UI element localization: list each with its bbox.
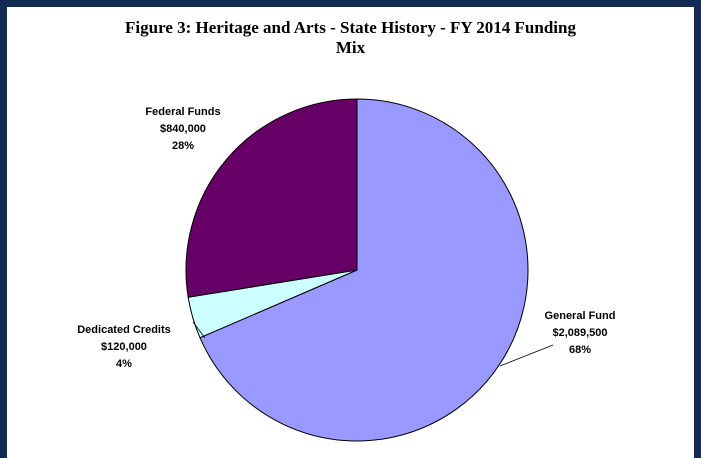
- slice-label-percent: 68%: [569, 344, 591, 356]
- chart-title: Figure 3: Heritage and Arts - State Hist…: [125, 18, 576, 57]
- pie-slice: [185, 98, 358, 298]
- slice-label-value: $120,000: [101, 341, 147, 353]
- leader-line: [192, 321, 206, 339]
- leader-line: [499, 344, 554, 367]
- slice-label-percent: 28%: [172, 140, 194, 152]
- slice-label-percent: 4%: [116, 358, 132, 370]
- pie-slice: [199, 98, 529, 442]
- slice-label-value: $840,000: [160, 123, 206, 135]
- slice-label-name: Federal Funds: [145, 106, 220, 118]
- slice-label-name: General Fund: [545, 310, 616, 322]
- slice-label-value: $2,089,500: [552, 327, 607, 339]
- slice-label-name: Dedicated Credits: [77, 324, 171, 336]
